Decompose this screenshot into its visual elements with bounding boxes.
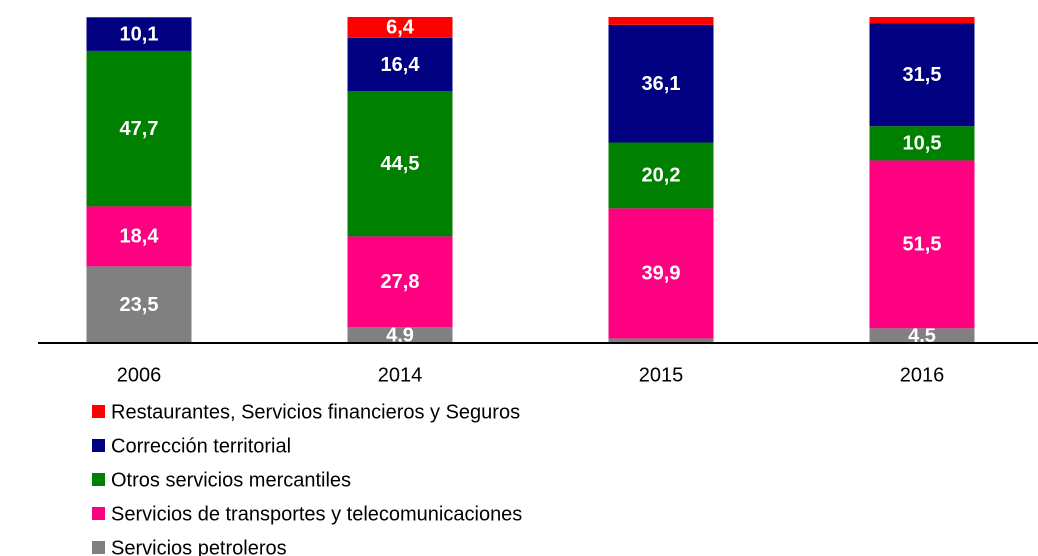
bar-segment (608, 142, 714, 209)
bar-segment (347, 91, 453, 237)
bar-segment (869, 328, 975, 343)
value-label: 51,5 (903, 234, 942, 256)
bar-segment (869, 17, 975, 24)
value-label: 20,2 (642, 165, 681, 187)
bar-segment (347, 327, 453, 343)
value-label: 23,5 (120, 294, 159, 316)
value-label: 18,4 (120, 226, 160, 248)
bar-segment (869, 126, 975, 161)
x-tick-label: 2015 (639, 364, 684, 386)
value-label: 39,9 (642, 263, 681, 285)
value-label: 44,5 (381, 153, 420, 175)
bar-segment (869, 23, 975, 127)
bar-segment (86, 50, 192, 207)
bar-segment (86, 266, 192, 343)
legend-swatch (92, 405, 105, 418)
bar-segment (608, 17, 714, 25)
x-tick-label: 2014 (378, 364, 423, 386)
legend-label: Otros servicios mercantiles (111, 469, 351, 491)
value-label: 4,5 (908, 325, 936, 347)
value-label: 16,4 (381, 54, 421, 76)
bar-segment (869, 160, 975, 329)
value-label: 27,8 (381, 271, 420, 293)
value-label: 6,4 (386, 17, 415, 39)
bar-segment (347, 37, 453, 92)
bar-segment (86, 206, 192, 267)
x-tick-label: 2016 (900, 364, 945, 386)
bar-segment (347, 236, 453, 328)
legend-swatch (92, 541, 105, 554)
legend-swatch (92, 439, 105, 452)
bar-segment (347, 17, 453, 38)
value-label: 47,7 (120, 118, 159, 140)
bar-segment (86, 17, 192, 18)
legend-swatch (92, 507, 105, 520)
legend-swatch (92, 473, 105, 486)
bar-segment (608, 338, 714, 343)
value-label: 36,1 (642, 73, 681, 95)
value-label: 31,5 (903, 64, 942, 86)
value-label: 10,1 (120, 24, 159, 46)
legend-label: Corrección territorial (111, 435, 291, 457)
value-label: 10,5 (903, 133, 942, 155)
legend-label: Servicios de transportes y telecomunicac… (111, 503, 522, 525)
bar-segment (608, 208, 714, 339)
legend-label: Servicios petroleros (111, 537, 287, 556)
legend-label: Restaurantes, Servicios financieros y Se… (111, 401, 520, 423)
bar-segment (86, 17, 192, 51)
value-label: 4,9 (386, 324, 414, 346)
x-tick-label: 2006 (117, 364, 162, 386)
bar-segment (608, 24, 714, 143)
